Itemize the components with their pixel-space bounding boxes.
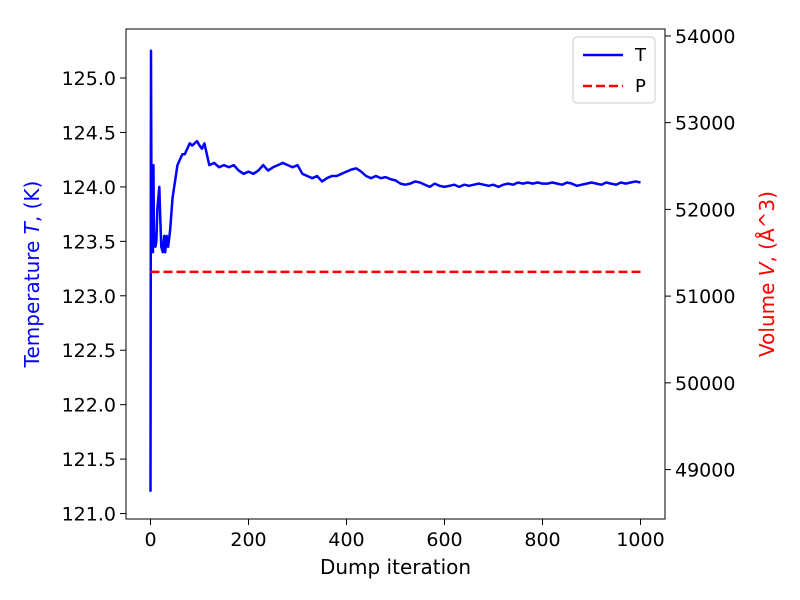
legend: TP [572, 36, 656, 104]
y-left-tick-label: 125.0 [62, 68, 116, 90]
axes: 0 200 400 600 800 1000 121.0 121.5 122.0 122.5 123… [20, 26, 779, 579]
legend-label-T: T [634, 45, 647, 66]
legend-box [572, 36, 656, 104]
plot-area [149, 49, 641, 492]
y-right-tick-label: 53000 [675, 113, 735, 135]
x-tick-label: 0 [144, 529, 156, 551]
y-right-tick-label: 50000 [675, 373, 735, 395]
y-left-tick-label: 124.0 [62, 177, 116, 199]
y-left-axis-label: Temperature T, (K) [20, 181, 44, 369]
y-right-axis-label-part: V [755, 261, 779, 276]
legend-label-P: P [635, 76, 646, 97]
y-left-tick-label: 121.5 [62, 449, 116, 471]
y-right-tick-label: 51000 [675, 286, 735, 308]
y-right-tick-label: 52000 [675, 199, 735, 221]
y-left-tick-label: 123.0 [62, 286, 116, 308]
x-tick-label: 400 [328, 529, 364, 551]
y-right-axis-label-part: , (Å^3) [755, 191, 779, 262]
y-left-axis-label-part: T [20, 220, 44, 234]
x-tick-label: 800 [524, 529, 560, 551]
y-left-tick-label: 124.5 [62, 122, 116, 144]
x-tick-label: 200 [230, 529, 266, 551]
series-line-T [149, 49, 641, 492]
y-left-tick-label: 123.5 [62, 231, 116, 253]
y-right-tick-label: 49000 [675, 460, 735, 482]
y-left-tick-label: 121.0 [62, 504, 116, 526]
y-right-tick-label: 54000 [675, 26, 735, 48]
y-right-axis-label-part: Volume [755, 276, 779, 357]
y-left-axis-label-part: , (K) [20, 181, 44, 222]
y-left-tick-label: 122.5 [62, 340, 116, 362]
x-tick-label: 1000 [616, 529, 664, 551]
y-left-axis-label-part: Temperature [20, 234, 44, 368]
y-right-axis-label: Volume V, (Å^3) [755, 191, 779, 357]
x-tick-label: 600 [426, 529, 462, 551]
plot-frame [125, 28, 666, 520]
x-axis-label: Dump iteration [320, 555, 471, 579]
y-left-tick-label: 122.0 [62, 395, 116, 417]
